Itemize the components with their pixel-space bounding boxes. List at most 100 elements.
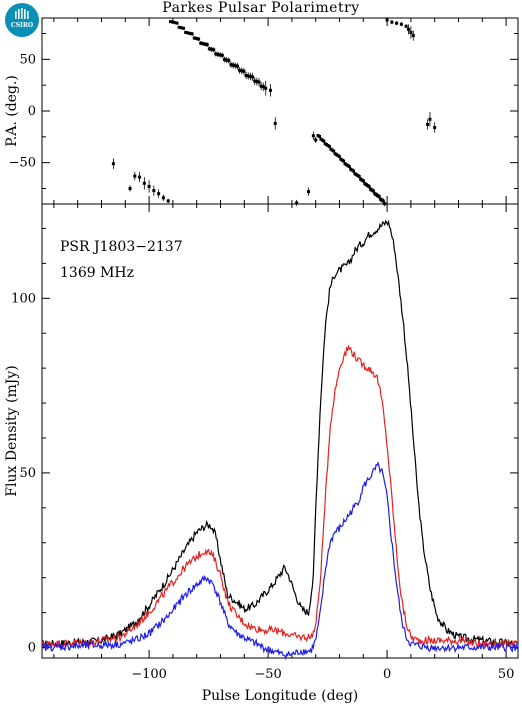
pa-point [197, 37, 201, 41]
pa-point [175, 21, 179, 25]
pa-point [229, 63, 233, 67]
pa-point [147, 184, 151, 188]
pa-point [253, 79, 257, 83]
pa-point [255, 80, 259, 84]
pa-point [188, 31, 192, 35]
frequency-label: 1369 MHz [60, 265, 134, 281]
pa-point [307, 190, 311, 194]
pa-point [251, 75, 255, 79]
pa-point [138, 175, 142, 179]
pa-ytick-label: −50 [9, 156, 36, 171]
pa-point [411, 34, 415, 38]
pa-point [361, 179, 365, 183]
pa-point [395, 21, 399, 25]
pa-point [248, 74, 252, 78]
pa-point [212, 48, 216, 52]
pa-point [203, 42, 207, 46]
pa-point [192, 36, 196, 40]
pa-point [231, 63, 235, 67]
pa-point [327, 144, 331, 148]
pa-point [161, 196, 165, 200]
pa-point [433, 126, 437, 130]
pa-point [317, 134, 321, 138]
pa-point [233, 64, 237, 68]
pa-point [264, 86, 268, 90]
pa-point [257, 80, 261, 84]
pa-point [337, 154, 341, 158]
pa-point [322, 139, 326, 143]
pa-point [381, 199, 385, 203]
csiro-logo: CSIRO [5, 3, 39, 37]
pa-point [426, 122, 430, 126]
pa-point [399, 22, 403, 26]
pa-point [179, 26, 183, 30]
flux-panel-frame [41, 203, 519, 659]
flux-xtick-label: 0 [383, 667, 391, 682]
flux-lines [41, 219, 518, 661]
pa-point [357, 174, 361, 178]
pa-point [409, 30, 413, 34]
pa-point [194, 37, 198, 41]
pa-point [207, 47, 211, 51]
pa-point [133, 174, 137, 178]
pa-point [347, 164, 351, 168]
flux-series-line [41, 344, 518, 650]
pa-ticks: −50 0 50 [9, 18, 518, 204]
pa-point [367, 184, 371, 188]
pa-point [142, 181, 146, 185]
pa-point [235, 64, 239, 68]
flux-ytick-label: 0 [28, 641, 36, 656]
pa-point [190, 32, 194, 36]
pa-point [173, 21, 177, 25]
flux-ytick-label: 50 [19, 466, 36, 481]
pa-point [111, 162, 115, 166]
pa-point [157, 192, 161, 196]
pa-ytick-label: 50 [19, 52, 36, 67]
flux-ytick-label: 100 [11, 291, 36, 306]
pa-point [404, 24, 408, 28]
pa-point [214, 52, 218, 56]
flux-xlabel: Pulse Longitude (deg) [202, 688, 359, 704]
flux-ylabel: Flux Density (mJy) [4, 365, 20, 496]
pa-point [210, 47, 214, 51]
pa-point [218, 53, 222, 57]
pa-point [240, 69, 244, 73]
pa-point [259, 84, 263, 88]
csiro-logo-circle [5, 3, 39, 37]
pa-point [199, 41, 203, 45]
pa-point [152, 189, 156, 193]
flux-panel: 0 50 100 −100 −50 0 50 PSR J1803−2137 1369 MHz… [4, 203, 519, 704]
pa-point [428, 117, 432, 121]
pa-point [169, 20, 173, 24]
pa-point [227, 59, 231, 63]
csiro-logo-bars-icon [15, 8, 29, 19]
pulsar-name-label: PSR J1803−2137 [60, 239, 183, 255]
csiro-logo-text: CSIRO [11, 22, 33, 29]
pa-point [295, 201, 299, 205]
pa-point [171, 20, 175, 24]
pa-point [261, 85, 265, 89]
flux-series-line [41, 219, 518, 650]
pa-point [201, 42, 205, 46]
pa-point [205, 43, 209, 47]
pa-point [377, 194, 381, 198]
pa-ytick-label: 0 [28, 104, 36, 119]
pa-point [216, 52, 220, 56]
pa-point [238, 68, 242, 72]
pa-point [314, 138, 318, 142]
pa-point [311, 134, 315, 138]
pa-point [332, 149, 336, 153]
pa-point [166, 199, 170, 203]
pa-ylabel: P.A. (deg.) [4, 75, 20, 147]
pa-point [181, 26, 185, 30]
pa-point [246, 74, 250, 78]
pa-point [184, 30, 188, 34]
flux-xtick-label: −100 [131, 667, 167, 682]
pa-point [390, 20, 394, 24]
pa-panel: −50 0 50 P.A. (deg.) [4, 17, 519, 207]
pa-point [268, 88, 272, 92]
pa-point [220, 53, 224, 57]
pa-point [222, 58, 226, 62]
pa-point [352, 169, 356, 173]
